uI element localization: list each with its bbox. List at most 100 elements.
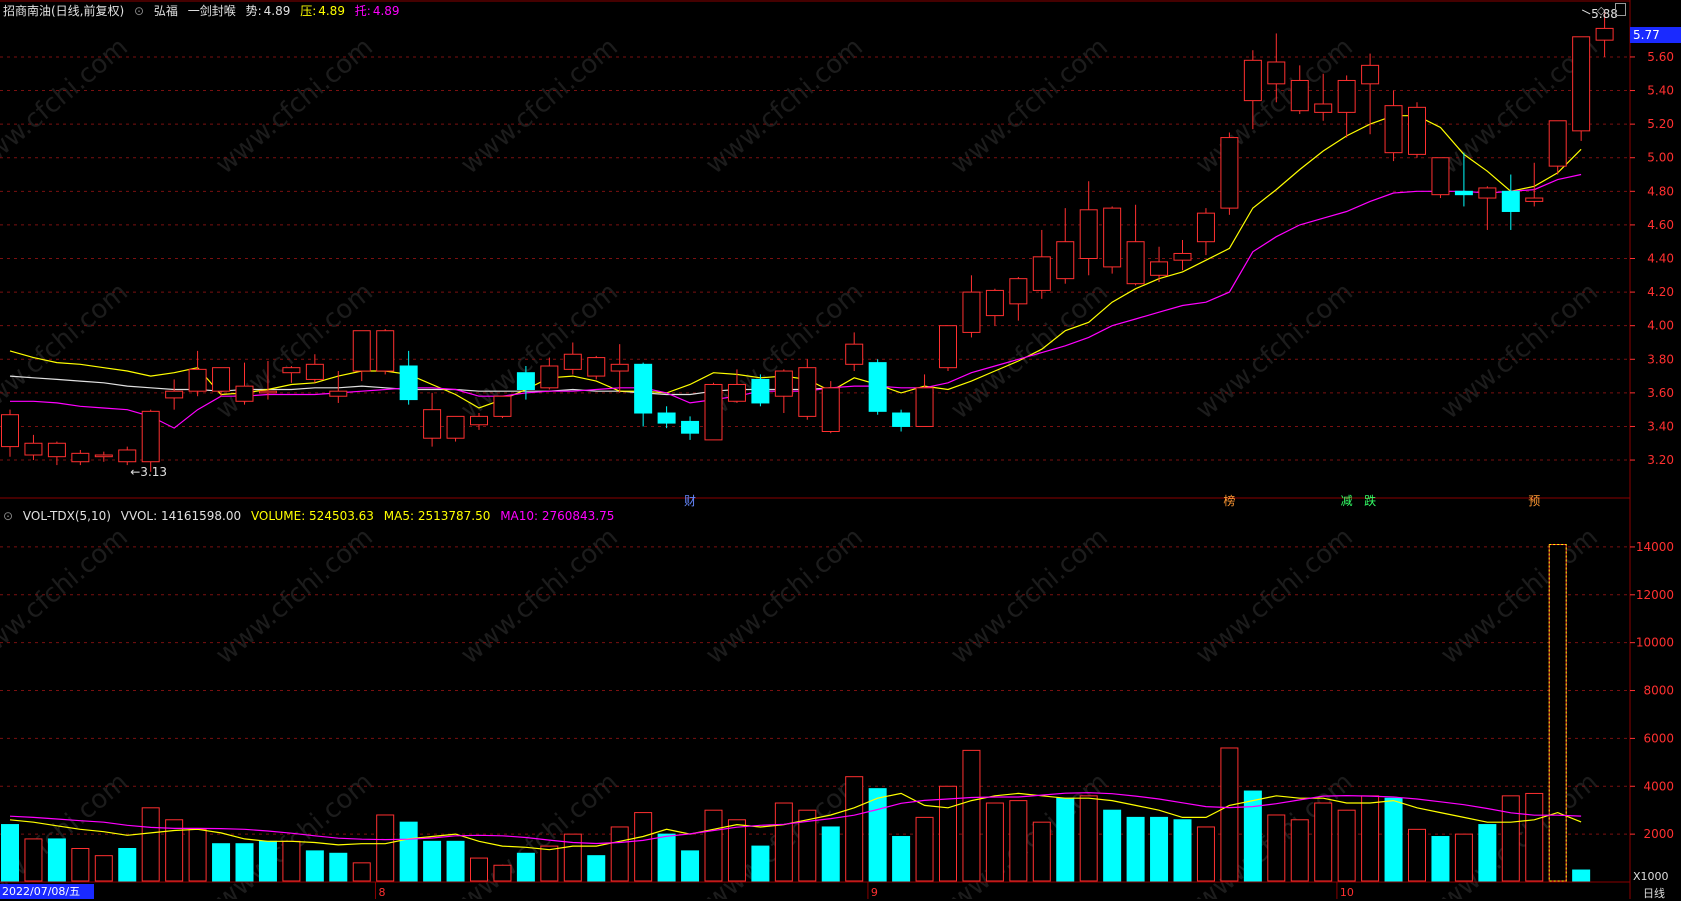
candle[interactable] [915,374,934,427]
candle[interactable] [939,325,957,372]
volume-bar[interactable] [1173,819,1192,882]
event-marker[interactable]: 财 [684,494,696,508]
candle[interactable] [657,406,676,429]
candle[interactable] [962,275,981,338]
volume-bar[interactable] [751,845,770,882]
candle[interactable] [1548,120,1567,175]
candle[interactable] [821,381,840,434]
candle[interactable] [1079,181,1098,276]
volume-bar[interactable] [1431,836,1450,882]
volume-bar[interactable] [235,843,254,882]
candlestick-series[interactable] [1,9,1614,472]
volume-bar[interactable] [798,809,817,882]
volume-bar[interactable] [962,749,981,882]
volume-bar[interactable] [258,840,277,882]
volume-bar[interactable] [1,824,19,882]
event-marker[interactable]: 跌 [1364,493,1376,508]
volume-bar[interactable] [71,847,90,882]
volume-bar[interactable] [1032,821,1051,882]
volume-bar[interactable] [939,785,957,882]
volume-bar[interactable] [94,855,113,882]
candle[interactable] [423,392,442,447]
candle[interactable] [563,342,582,375]
volume-bar[interactable] [1220,747,1239,882]
volume-bar[interactable] [915,816,934,882]
volume-bar[interactable] [1337,809,1356,882]
volume-bar[interactable] [376,814,395,882]
volume-bar[interactable] [563,833,582,882]
volume-bar[interactable] [282,840,301,882]
candle[interactable] [1196,208,1215,256]
candle[interactable] [1220,132,1239,215]
candle[interactable] [1501,174,1520,230]
candle[interactable] [1478,186,1497,230]
volume-bar[interactable] [892,836,911,882]
candle[interactable] [282,365,301,383]
candle[interactable] [446,415,465,442]
volume-bar[interactable] [423,840,442,882]
candle[interactable] [774,369,793,414]
candle[interactable] [235,362,254,405]
volume-bar[interactable] [845,776,864,882]
volume-bar[interactable] [1361,795,1380,882]
candle[interactable] [399,350,418,405]
candle[interactable] [1337,75,1356,138]
volume-bar[interactable] [470,857,488,882]
candle[interactable] [798,359,817,420]
volume-bar[interactable] [1290,819,1309,882]
volume-bar[interactable] [1478,824,1497,882]
candle[interactable] [493,395,512,419]
volume-bar[interactable] [118,847,137,882]
volume-bar[interactable] [24,838,43,882]
candle[interactable] [1243,50,1262,130]
volume-bar[interactable] [1525,792,1544,882]
event-marker[interactable]: 减 [1341,494,1353,508]
candle[interactable] [1103,206,1122,274]
candle[interactable] [165,379,184,410]
volume-bar[interactable] [305,850,324,882]
candle[interactable] [470,413,488,430]
volume-bar[interactable] [1150,816,1169,882]
volume-bar[interactable] [1454,833,1473,882]
volume-bar[interactable] [657,833,676,882]
candle[interactable] [634,362,653,427]
volume-bar[interactable] [1384,797,1403,882]
candle[interactable] [1267,33,1286,103]
volume-bar[interactable] [188,828,207,882]
volume-bar[interactable] [1103,809,1122,882]
candle[interactable] [71,449,90,466]
indicator-name[interactable]: 弘福 [153,4,178,18]
volume-bar[interactable] [868,788,887,882]
candle[interactable] [376,329,395,375]
candle[interactable] [258,360,277,400]
collapse-icon[interactable]: ⊙ [134,4,145,18]
volume-bar[interactable] [493,864,512,882]
candle[interactable] [681,416,700,440]
volume-bar[interactable] [1056,797,1075,882]
volume-bar[interactable] [1548,544,1567,882]
volume-bar[interactable] [47,838,66,882]
volume-bar[interactable] [141,807,160,882]
volume-bar[interactable] [516,852,535,882]
volume-indicator-name[interactable]: VOL-TDX(5,10) [22,509,111,523]
volume-bar[interactable] [212,843,231,882]
candle[interactable] [47,441,66,466]
candle[interactable] [305,354,324,383]
volume-bar[interactable] [1501,795,1520,882]
candle[interactable] [1126,204,1145,286]
candle[interactable] [1595,9,1614,57]
candle[interactable] [1431,157,1450,199]
volume-bar[interactable] [1196,826,1215,882]
candle[interactable] [352,330,371,382]
candle[interactable] [610,344,629,393]
volume-bar[interactable] [446,840,465,882]
scroll-icon[interactable] [1615,3,1626,16]
volume-bar[interactable] [587,855,606,882]
volume-bar[interactable] [704,809,723,882]
volume-bar[interactable] [821,826,840,882]
candle[interactable] [1314,73,1333,121]
candle[interactable] [24,434,43,461]
candle[interactable] [1150,246,1169,283]
volume-bar[interactable] [727,819,746,882]
